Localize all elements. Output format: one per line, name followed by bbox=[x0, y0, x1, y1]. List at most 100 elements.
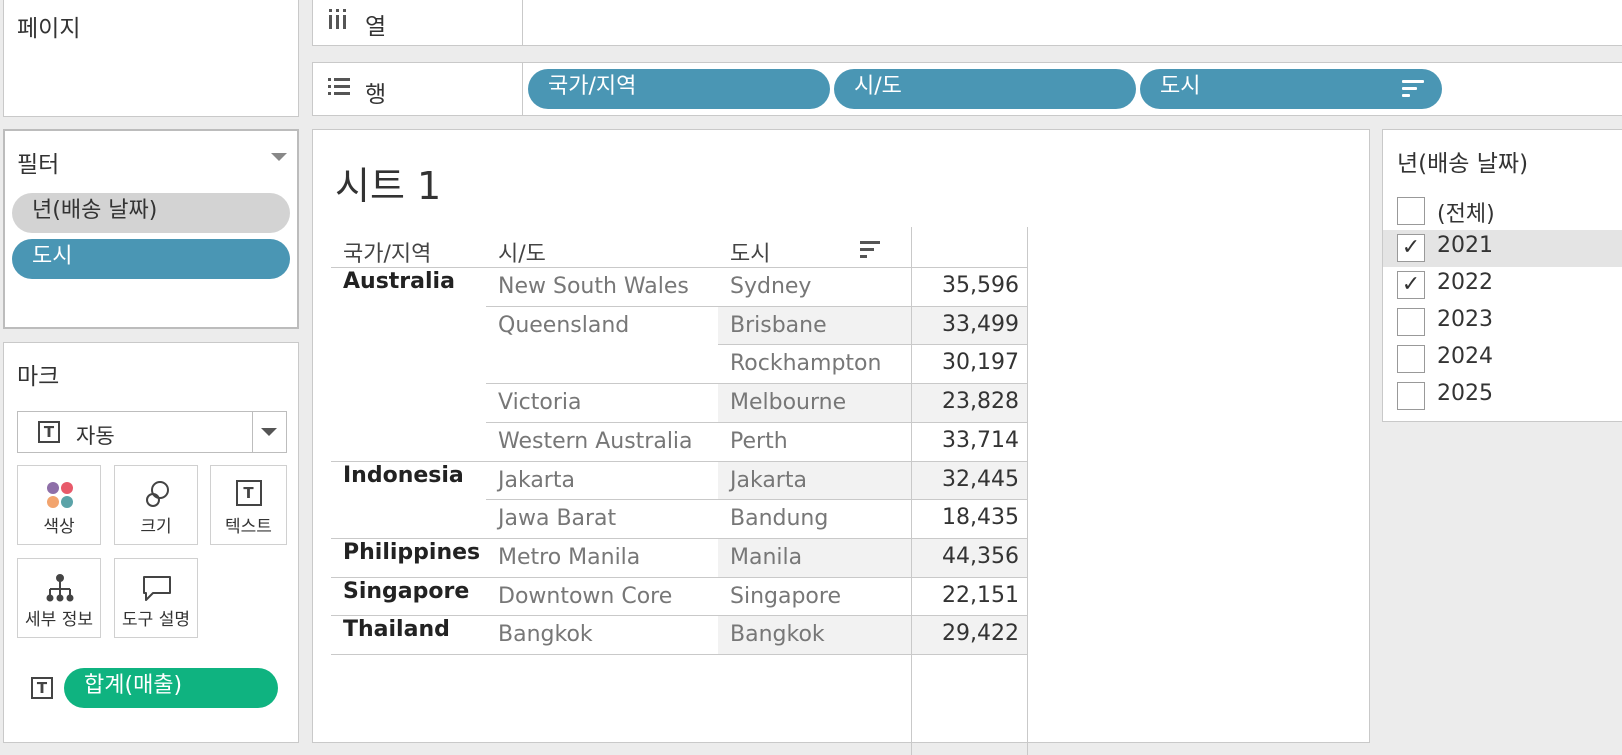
chevron-down-icon[interactable] bbox=[261, 428, 277, 436]
detail-button[interactable]: 세부 정보 bbox=[17, 558, 101, 638]
cell-state[interactable]: Downtown Core bbox=[498, 583, 673, 609]
color-button-label: 색상 bbox=[43, 517, 75, 537]
checkbox-icon[interactable] bbox=[1397, 382, 1425, 410]
year-option-row[interactable]: 2024 bbox=[1383, 341, 1622, 378]
year-option-row[interactable]: 2023 bbox=[1383, 304, 1622, 341]
cell-country[interactable]: Thailand bbox=[343, 617, 450, 643]
worksheet-view[interactable]: 시트 1 국가/지역 시/도 도시 Australia New South Wal… bbox=[312, 129, 1370, 755]
header-city[interactable]: 도시 bbox=[730, 242, 771, 267]
rows-pill-city[interactable]: 도시 bbox=[1140, 69, 1442, 109]
row-divider bbox=[718, 344, 1027, 346]
cell-country[interactable]: Singapore bbox=[343, 578, 470, 604]
cell-city[interactable]: Brisbane bbox=[730, 312, 827, 338]
detail-button-label: 세부 정보 bbox=[25, 610, 93, 630]
cell-sum-sales[interactable]: 29,422 bbox=[942, 621, 1019, 647]
cell-country[interactable]: Indonesia bbox=[343, 462, 464, 488]
row-divider bbox=[331, 537, 1027, 539]
filter-pill-city[interactable]: 도시 bbox=[12, 239, 290, 279]
year-option-row[interactable]: (전체) bbox=[1383, 193, 1622, 230]
year-option-row[interactable]: ✓ 2021 bbox=[1383, 230, 1622, 267]
cell-state[interactable]: Queensland bbox=[498, 312, 630, 338]
cell-sum-sales[interactable]: 22,151 bbox=[942, 582, 1019, 608]
rows-pill-state[interactable]: 시/도 bbox=[834, 69, 1136, 109]
tooltip-button[interactable]: 도구 설명 bbox=[114, 558, 198, 638]
checkbox-checked-icon[interactable]: ✓ bbox=[1397, 271, 1425, 299]
rows-shelf-header: 행 bbox=[313, 63, 523, 115]
detail-icon bbox=[18, 573, 100, 603]
sheet-title: 시트 1 bbox=[335, 164, 442, 208]
filters-card[interactable]: 필터 년(배송 날짜) 도시 bbox=[3, 129, 299, 329]
year-option-label: 2021 bbox=[1437, 233, 1493, 258]
color-button[interactable]: 색상 bbox=[17, 465, 101, 545]
cell-city[interactable]: Manila bbox=[730, 544, 803, 570]
rows-pill-country[interactable]: 국가/지역 bbox=[528, 69, 830, 109]
text-icon: T bbox=[211, 480, 286, 510]
cell-state[interactable]: New South Wales bbox=[498, 274, 689, 299]
cell-sum-sales[interactable]: 35,596 bbox=[942, 273, 1019, 298]
ship-year-filter-card[interactable]: 년(배송 날짜) (전체) ✓ 2021 ✓ 2022 2023 2024 2025 bbox=[1382, 129, 1622, 422]
cell-country[interactable]: Australia bbox=[343, 269, 455, 294]
header-state[interactable]: 시/도 bbox=[498, 242, 546, 267]
columns-shelf[interactable]: 열 bbox=[312, 0, 1622, 46]
year-option-label: 2022 bbox=[1437, 270, 1493, 295]
table-divider-value bbox=[911, 227, 912, 755]
measure-pill-sum-sales[interactable]: 합계(매출) bbox=[64, 668, 278, 708]
cell-state[interactable]: Jawa Barat bbox=[498, 506, 617, 532]
cell-sum-sales[interactable]: 33,499 bbox=[942, 311, 1019, 337]
cell-city[interactable]: Bandung bbox=[730, 506, 829, 532]
row-band bbox=[912, 460, 1027, 500]
cell-country[interactable]: Philippines bbox=[343, 539, 481, 565]
cell-city[interactable]: Jakarta bbox=[730, 467, 807, 493]
cell-city[interactable]: Melbourne bbox=[730, 390, 847, 416]
rows-shelf[interactable]: 행 국가/지역 시/도 도시 bbox=[312, 62, 1622, 116]
filter-pill-ship-year[interactable]: 년(배송 날짜) bbox=[12, 193, 290, 233]
marks-card[interactable]: 마크 T 자동 색상 크기 T 텍스트 세부 정보 도구 설명 T 합계(매출) bbox=[3, 342, 299, 743]
text-button-label: 텍스트 bbox=[225, 517, 272, 537]
cell-city[interactable]: Sydney bbox=[730, 274, 812, 299]
checkbox-checked-icon[interactable]: ✓ bbox=[1397, 234, 1425, 262]
row-divider bbox=[486, 421, 1027, 423]
cell-state[interactable]: Bangkok bbox=[498, 622, 593, 648]
row-band bbox=[912, 305, 1027, 345]
cell-state[interactable]: Victoria bbox=[498, 390, 582, 416]
checkbox-icon[interactable] bbox=[1397, 197, 1425, 225]
cell-sum-sales[interactable]: 30,197 bbox=[942, 350, 1019, 376]
cell-sum-sales[interactable]: 44,356 bbox=[942, 543, 1019, 569]
year-option-row[interactable]: 2025 bbox=[1383, 378, 1622, 415]
pages-card[interactable]: 페이지 bbox=[3, 0, 299, 117]
row-divider bbox=[486, 305, 1027, 307]
cell-sum-sales[interactable]: 33,714 bbox=[942, 427, 1019, 453]
size-button[interactable]: 크기 bbox=[114, 465, 198, 545]
year-option-row[interactable]: ✓ 2022 bbox=[1383, 267, 1622, 304]
tooltip-icon bbox=[115, 573, 197, 603]
cell-city[interactable]: Singapore bbox=[730, 583, 841, 609]
checkbox-icon[interactable] bbox=[1397, 345, 1425, 373]
cell-city[interactable]: Perth bbox=[730, 428, 788, 454]
row-band bbox=[912, 383, 1027, 422]
cell-state[interactable]: Jakarta bbox=[498, 467, 575, 493]
cell-state[interactable]: Metro Manila bbox=[498, 544, 641, 570]
text-button[interactable]: T 텍스트 bbox=[210, 465, 287, 545]
cell-state[interactable]: Western Australia bbox=[498, 428, 693, 454]
row-band bbox=[718, 460, 911, 500]
mark-type-label: 자동 bbox=[76, 424, 115, 448]
row-band bbox=[718, 615, 911, 654]
checkbox-icon[interactable] bbox=[1397, 308, 1425, 336]
row-divider bbox=[486, 499, 1027, 501]
ship-year-filter-title: 년(배송 날짜) bbox=[1397, 151, 1529, 177]
mark-type-dropdown[interactable]: T 자동 bbox=[17, 411, 287, 453]
header-sort-icon[interactable] bbox=[860, 241, 882, 259]
cell-sum-sales[interactable]: 23,828 bbox=[942, 389, 1019, 415]
filters-menu-caret-icon[interactable] bbox=[271, 153, 287, 161]
color-icon bbox=[18, 480, 100, 510]
cell-city[interactable]: Bangkok bbox=[730, 622, 825, 648]
row-divider bbox=[486, 383, 1027, 385]
cell-sum-sales[interactable]: 32,445 bbox=[942, 466, 1019, 492]
header-country[interactable]: 국가/지역 bbox=[343, 242, 432, 267]
row-divider bbox=[331, 576, 1027, 578]
cell-city[interactable]: Rockhampton bbox=[730, 351, 882, 377]
size-icon bbox=[115, 480, 197, 510]
row-divider bbox=[331, 654, 1027, 655]
cell-sum-sales[interactable]: 18,435 bbox=[942, 505, 1019, 531]
sort-descending-icon[interactable] bbox=[1402, 80, 1424, 98]
